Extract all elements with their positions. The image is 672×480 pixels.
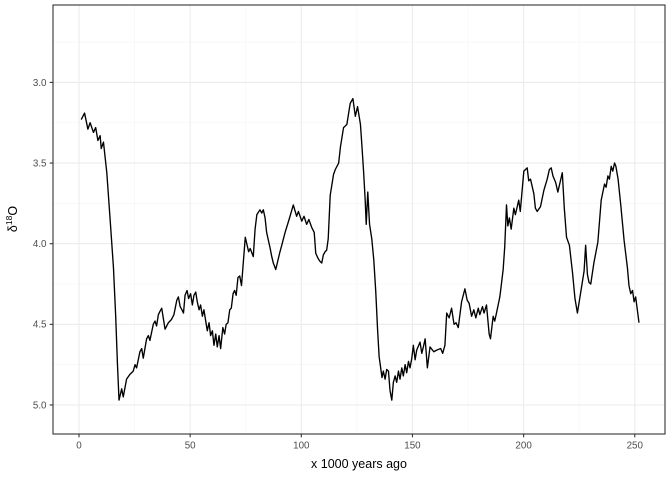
- x-tick-label: 200: [515, 441, 532, 452]
- y-tick-label: 5.0: [33, 400, 47, 411]
- panel-border: [52, 4, 666, 435]
- data-line: [80, 97, 640, 401]
- x-tick-label: 250: [627, 441, 644, 452]
- x-tick-label: 150: [404, 441, 421, 452]
- plot-panel: [53, 5, 665, 434]
- grid-minor: [53, 5, 665, 434]
- x-axis: 0 50 100 150 200 250: [76, 434, 643, 452]
- y-tick-label: 4.0: [33, 239, 47, 250]
- x-tick-label: 100: [293, 441, 310, 452]
- y-tick-label: 4.5: [33, 320, 47, 331]
- x-tick-label: 50: [185, 441, 196, 452]
- y-axis: 3.0 3.5 4.0 4.5 5.0: [33, 78, 53, 411]
- x-tick-label: 0: [76, 441, 82, 452]
- y-tick-label: 3.5: [33, 158, 47, 169]
- y-tick-label: 3.0: [33, 78, 47, 89]
